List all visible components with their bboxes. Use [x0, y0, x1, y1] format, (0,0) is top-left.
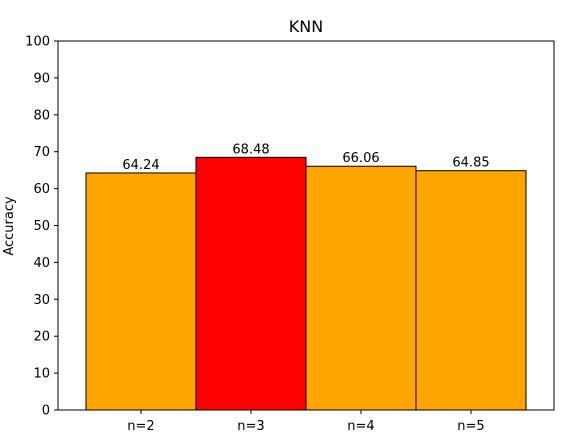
data-label-n=3: 68.48 — [232, 142, 269, 157]
y-tick-label: 50 — [33, 219, 50, 234]
bar-n=4 — [305, 165, 417, 411]
chart-title: KNN — [289, 17, 323, 36]
x-ticks-group: n=2 n=3 n=4 n=5 — [127, 410, 485, 432]
y-tick-label: 60 — [33, 182, 50, 197]
bar-n=2 — [85, 172, 197, 411]
y-tick-label: 80 — [33, 108, 50, 123]
bar-n=3 — [195, 156, 307, 411]
bar-n=5 — [415, 170, 527, 411]
y-tick-label: 0 — [42, 404, 50, 419]
data-label-n=5: 64.85 — [452, 156, 489, 171]
plot-frame — [57, 40, 555, 411]
y-tick-label: 10 — [33, 367, 50, 382]
y-tick-label: 70 — [33, 145, 50, 160]
y-tick-label: 100 — [25, 35, 50, 50]
bars-group — [85, 156, 527, 411]
x-tick-label: n=2 — [127, 419, 154, 432]
y-tick-label: 20 — [33, 330, 50, 345]
x-tick-label: n=4 — [347, 419, 374, 432]
data-labels-group: 64.24 68.48 66.06 64.85 — [122, 142, 489, 173]
data-label-n=2: 64.24 — [122, 158, 159, 173]
y-tick-label: 40 — [33, 256, 50, 271]
x-tick-label: n=5 — [457, 419, 484, 432]
y-tick-label: 30 — [33, 293, 50, 308]
data-label-n=4: 66.06 — [342, 151, 379, 166]
x-tick-label: n=3 — [237, 419, 264, 432]
y-axis-label: Accuracy — [2, 196, 17, 256]
y-ticks-group: 0 10 20 30 40 50 60 70 80 90 100 — [25, 35, 58, 419]
y-tick-label: 90 — [33, 71, 50, 86]
